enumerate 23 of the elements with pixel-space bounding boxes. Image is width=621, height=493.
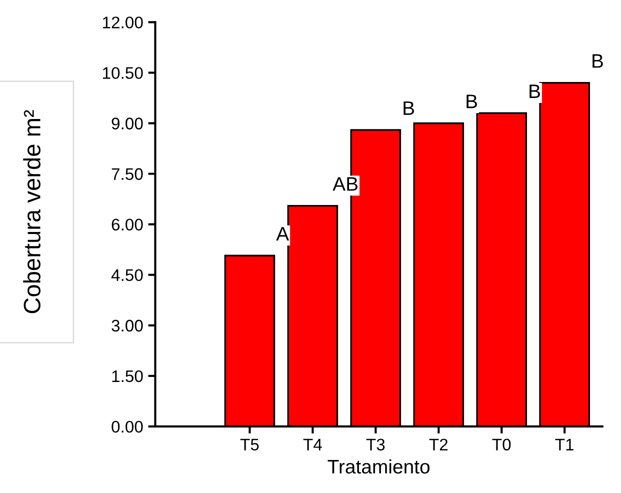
y-tick-label: 1.50: [112, 370, 143, 382]
annotation: A: [276, 227, 290, 240]
y-tick-label: 12.00: [103, 16, 143, 28]
y-tick-label: 10.50: [103, 67, 143, 79]
y-tick-label: 6.00: [112, 218, 143, 231]
x-tick-label: T0: [492, 438, 511, 450]
y-tick-label: 0.00: [112, 420, 143, 433]
y-axis-title: Cobertura verde m²: [23, 110, 40, 314]
annotation: AB: [332, 177, 358, 191]
y-tick-label: 3.00: [112, 320, 143, 332]
x-axis-title: Tratamiento: [328, 459, 430, 474]
x-tick-label: T2: [429, 438, 448, 450]
annotation: B: [530, 84, 540, 98]
annotation: B: [592, 54, 603, 68]
x-tick-label: T4: [303, 438, 322, 450]
annotation: B: [466, 94, 477, 108]
y-tick-label: 7.50: [112, 168, 143, 180]
x-tick-label: T1: [555, 438, 574, 450]
y-tick-label: 9.00: [112, 118, 143, 130]
annotation: B: [404, 101, 414, 115]
y-tick-label: 4.50: [111, 269, 143, 282]
x-tick-label: T3: [366, 438, 385, 450]
x-tick-label: T5: [240, 438, 259, 450]
